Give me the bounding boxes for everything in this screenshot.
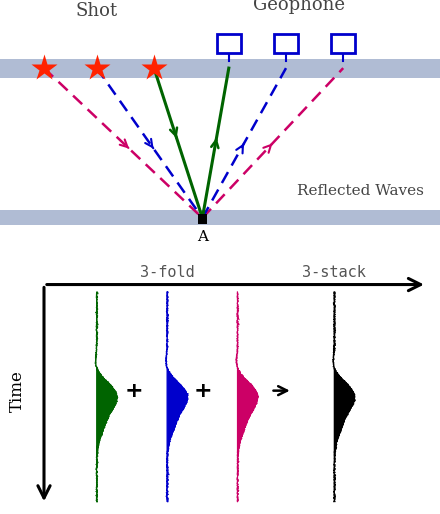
Text: +: +: [125, 381, 143, 400]
Text: 3-stack: 3-stack: [302, 265, 367, 280]
Text: Geophone: Geophone: [253, 0, 345, 14]
Bar: [0, 59, 440, 78]
Text: Time: Time: [9, 370, 26, 412]
Text: Reflected Waves: Reflected Waves: [297, 183, 424, 198]
Text: A: A: [197, 230, 208, 244]
Text: Shot: Shot: [76, 2, 118, 20]
Bar: [198, 214, 207, 224]
Text: 3-fold: 3-fold: [140, 265, 194, 280]
FancyBboxPatch shape: [216, 34, 241, 53]
Bar: [0, 210, 440, 226]
Text: +: +: [194, 381, 213, 400]
FancyBboxPatch shape: [331, 34, 356, 53]
FancyBboxPatch shape: [274, 34, 298, 53]
